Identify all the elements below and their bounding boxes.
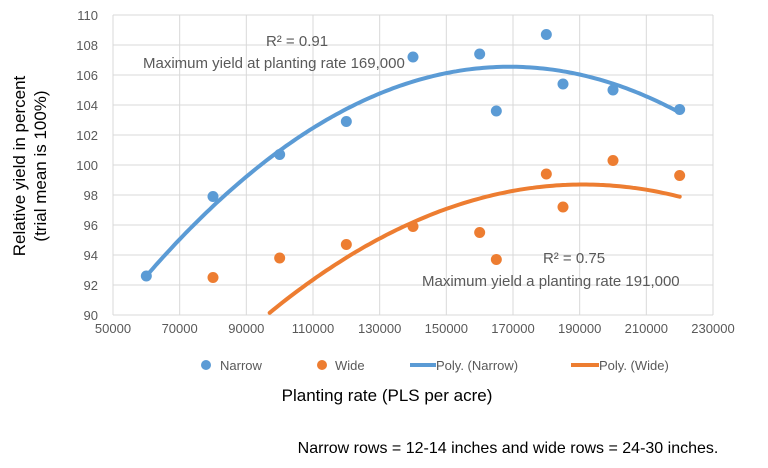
point-narrow (557, 78, 569, 90)
legend-wide-marker (317, 360, 327, 370)
point-narrow (674, 104, 686, 115)
y-tick-label: 98 (84, 188, 98, 203)
point-wide (407, 221, 419, 232)
trendline-wide (267, 182, 682, 315)
x-tick-label: 90000 (228, 321, 264, 336)
point-wide (474, 227, 486, 238)
x-tick-label: 190000 (558, 321, 601, 336)
point-wide (674, 170, 686, 181)
y-tick-labels: 90 92 94 96 98 100 102 104 106 108 110 (76, 8, 98, 323)
legend-poly-narrow-label: Poly. (Narrow) (436, 358, 518, 373)
y-axis-label: Relative yield in percent (trial mean is… (10, 75, 50, 256)
x-tick-label: 210000 (625, 321, 668, 336)
point-narrow (207, 191, 219, 202)
point-narrow (407, 51, 419, 63)
legend-poly-wide-label: Poly. (Wide) (599, 358, 669, 373)
x-tick-label: 150000 (425, 321, 468, 336)
y-axis-label-line-1: Relative yield in percent (10, 75, 29, 256)
y-tick-label: 102 (76, 128, 98, 143)
point-narrow (607, 84, 619, 96)
y-tick-label: 108 (76, 38, 98, 53)
y-tick-label: 96 (84, 218, 98, 233)
x-tick-labels: 50000 70000 90000 110000 130000 150000 170000 1… (95, 321, 735, 336)
legend-narrow-label: Narrow (220, 358, 263, 373)
wide-max-annotation: Maximum yield a planting rate 191,000 (422, 273, 680, 290)
trendline-narrow (144, 64, 682, 278)
legend-narrow-marker (201, 360, 211, 370)
legend-wide-label: Wide (335, 358, 365, 373)
point-narrow (490, 105, 502, 117)
y-tick-label: 110 (77, 8, 98, 23)
x-axis-label: Planting rate (PLS per acre) (282, 386, 493, 405)
narrow-max-annotation: Maximum yield at planting rate 169,000 (143, 55, 405, 72)
point-narrow (474, 48, 486, 60)
point-wide (607, 155, 619, 166)
x-tick-label: 170000 (491, 321, 534, 336)
wide-r2-annotation: R² = 0.75 (543, 250, 605, 267)
x-tick-label: 70000 (162, 321, 198, 336)
point-wide (340, 239, 352, 250)
point-narrow (540, 29, 552, 40)
x-tick-label: 130000 (358, 321, 401, 336)
point-wide (274, 252, 286, 264)
legend: Narrow Wide Poly. (Narrow) Poly. (Wide) (201, 358, 669, 373)
y-tick-label: 104 (76, 98, 98, 113)
y-tick-label: 94 (84, 248, 98, 263)
y-axis-label-line-2: (trial mean is 100%) (31, 90, 50, 241)
point-narrow (140, 270, 152, 282)
point-wide (540, 168, 552, 180)
point-narrow (274, 149, 286, 160)
point-narrow (340, 116, 352, 127)
y-tick-label: 92 (84, 278, 98, 293)
x-tick-label: 50000 (95, 321, 131, 336)
x-tick-label: 230000 (691, 321, 734, 336)
y-tick-label: 90 (84, 308, 98, 323)
data-points (140, 29, 686, 283)
y-tick-label: 100 (76, 158, 98, 173)
y-tick-label: 106 (76, 68, 98, 83)
trendlines (144, 64, 682, 315)
point-wide (207, 272, 219, 283)
point-wide (490, 254, 502, 265)
x-tick-label: 110000 (292, 321, 334, 336)
narrow-r2-annotation: R² = 0.91 (266, 33, 328, 50)
footnote: Narrow rows = 12-14 inches and wide rows… (298, 440, 719, 457)
point-wide (557, 201, 569, 213)
